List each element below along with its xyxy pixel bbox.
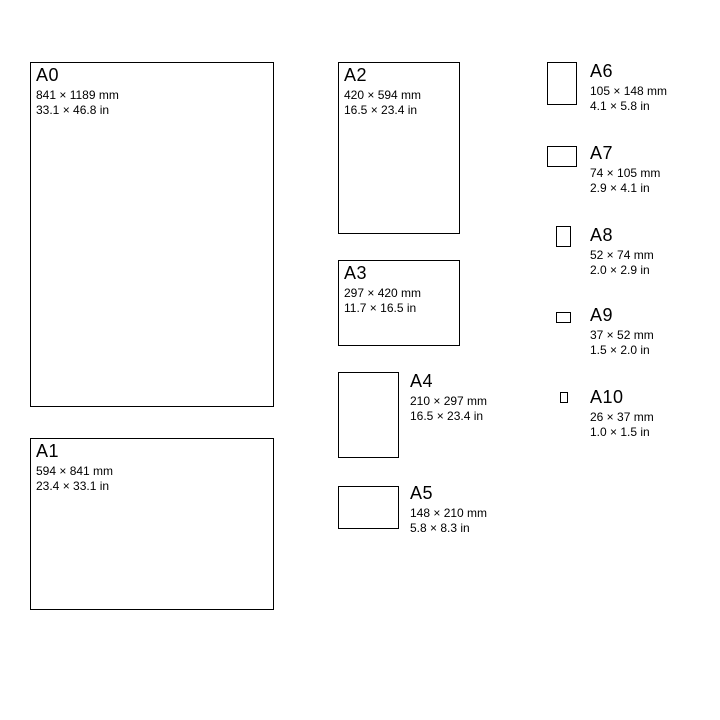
paper-name: A9 <box>590 306 654 326</box>
paper-size-mm: 297 × 420 mm <box>338 286 421 302</box>
paper-label-a7: A7 74 × 105 mm2.9 × 4.1 in <box>590 144 660 197</box>
paper-label-a2: A2 420 × 594 mm16.5 × 23.4 in <box>338 62 421 119</box>
paper-label-a9: A9 37 × 52 mm1.5 × 2.0 in <box>590 306 654 359</box>
paper-name: A2 <box>338 62 421 86</box>
paper-label-a5: A5 148 × 210 mm5.8 × 8.3 in <box>410 484 487 537</box>
paper-size-in: 1.0 × 1.5 in <box>590 425 654 441</box>
paper-size-in: 16.5 × 23.4 in <box>338 103 421 119</box>
paper-size-mm: 594 × 841 mm <box>30 464 113 480</box>
paper-label-a3: A3 297 × 420 mm11.7 × 16.5 in <box>338 260 421 317</box>
paper-size-mm: 105 × 148 mm <box>590 84 667 100</box>
paper-box-a10 <box>560 392 568 403</box>
paper-size-in: 5.8 × 8.3 in <box>410 521 487 537</box>
paper-label-a6: A6 105 × 148 mm4.1 × 5.8 in <box>590 62 667 115</box>
paper-size-mm: 74 × 105 mm <box>590 166 660 182</box>
paper-size-in: 11.7 × 16.5 in <box>338 301 421 317</box>
paper-size-mm: 26 × 37 mm <box>590 410 654 426</box>
paper-name: A8 <box>590 226 654 246</box>
paper-name: A7 <box>590 144 660 164</box>
paper-size-in: 1.5 × 2.0 in <box>590 343 654 359</box>
paper-box-a6 <box>547 62 577 105</box>
paper-label-a1: A1 594 × 841 mm23.4 × 33.1 in <box>30 438 113 495</box>
paper-name: A1 <box>30 438 113 462</box>
paper-box-a7 <box>547 146 577 167</box>
paper-name: A5 <box>410 484 487 504</box>
paper-name: A10 <box>590 388 654 408</box>
paper-name: A0 <box>30 62 119 86</box>
paper-size-mm: 420 × 594 mm <box>338 88 421 104</box>
paper-size-in: 16.5 × 23.4 in <box>410 409 487 425</box>
paper-name: A4 <box>410 372 487 392</box>
paper-name: A3 <box>338 260 421 284</box>
paper-label-a10: A10 26 × 37 mm1.0 × 1.5 in <box>590 388 654 441</box>
paper-name: A6 <box>590 62 667 82</box>
paper-box-a5 <box>338 486 399 529</box>
paper-size-mm: 841 × 1189 mm <box>30 88 119 104</box>
paper-size-in: 2.0 × 2.9 in <box>590 263 654 279</box>
paper-size-mm: 37 × 52 mm <box>590 328 654 344</box>
paper-size-in: 23.4 × 33.1 in <box>30 479 113 495</box>
paper-size-mm: 52 × 74 mm <box>590 248 654 264</box>
paper-label-a4: A4 210 × 297 mm16.5 × 23.4 in <box>410 372 487 425</box>
paper-size-in: 33.1 × 46.8 in <box>30 103 119 119</box>
paper-box-a4 <box>338 372 399 458</box>
paper-box-a9 <box>556 312 571 323</box>
paper-size-mm: 148 × 210 mm <box>410 506 487 522</box>
paper-label-a8: A8 52 × 74 mm2.0 × 2.9 in <box>590 226 654 279</box>
paper-box-a8 <box>556 226 571 247</box>
paper-size-mm: 210 × 297 mm <box>410 394 487 410</box>
paper-size-in: 4.1 × 5.8 in <box>590 99 667 115</box>
paper-size-in: 2.9 × 4.1 in <box>590 181 660 197</box>
paper-label-a0: A0 841 × 1189 mm33.1 × 46.8 in <box>30 62 119 119</box>
